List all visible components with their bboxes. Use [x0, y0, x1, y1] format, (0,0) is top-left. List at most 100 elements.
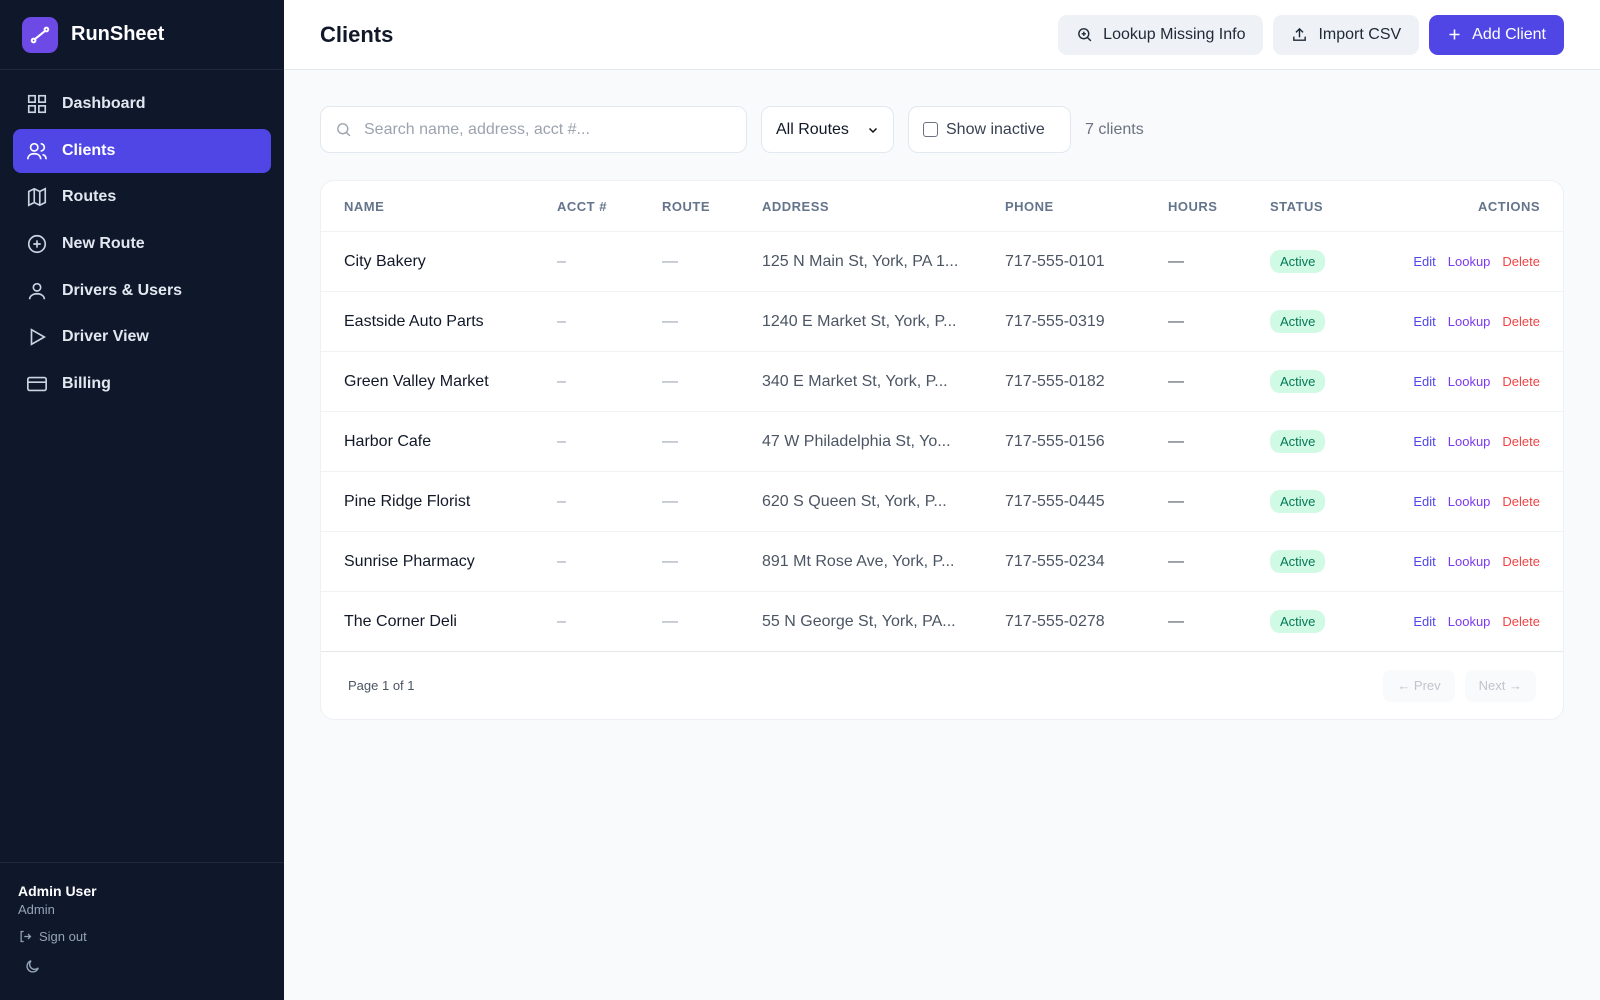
nav-label: Dashboard	[62, 95, 146, 112]
import-button[interactable]: Import CSV	[1273, 14, 1420, 55]
action-link[interactable]: Delete	[1502, 373, 1540, 389]
actions: Edit Lookup Delete	[1390, 313, 1563, 331]
table-cell: 717-555-0182	[1005, 372, 1105, 390]
table-cell: –	[557, 492, 566, 510]
nav-label: Driver View	[62, 328, 149, 346]
action-link[interactable]: Delete	[1502, 493, 1540, 509]
nav-label: Clients	[62, 141, 116, 159]
nav-icon	[27, 187, 47, 207]
table-row: Sunrise Pharmacy – — 891 Mt Rose Ave, York,…	[321, 531, 1563, 591]
table-cell: 125 N Main St, York, PA 1...	[762, 252, 959, 270]
prev-button[interactable]: ← Prev	[1383, 669, 1455, 702]
action-link[interactable]: Delete	[1502, 433, 1540, 449]
nav-item[interactable]: Billing	[13, 362, 271, 406]
nav-item[interactable]: Driver View	[13, 315, 271, 359]
nav-label: New Route	[62, 235, 145, 253]
header: Clients Lookup Missing Info Import CSV A…	[284, 0, 1600, 70]
table-cell: —	[662, 492, 678, 510]
action-link[interactable]: Edit	[1413, 433, 1436, 449]
theme-toggle[interactable]	[24, 958, 41, 975]
action-link[interactable]: Lookup	[1447, 253, 1491, 269]
actions: Edit Lookup Delete	[1390, 373, 1563, 391]
nav: Dashboard Clients Routes New Route Drivers &…	[0, 70, 284, 421]
table-cell: —	[1168, 612, 1184, 630]
status-badge: Active	[1270, 429, 1326, 453]
column-header: PHONE	[1005, 198, 1054, 214]
actions: Edit Lookup Delete	[1390, 433, 1563, 451]
nav-icon	[27, 376, 47, 392]
table-cell: 55 N George St, York, PA...	[762, 612, 956, 630]
table-cell: —	[1168, 552, 1184, 570]
table-cell: Active	[1270, 309, 1390, 333]
button-label: Import CSV	[1318, 25, 1402, 43]
table-cell: 717-555-0101	[1005, 252, 1105, 270]
sign-out[interactable]: Sign out	[18, 929, 266, 944]
action-link[interactable]: Edit	[1413, 493, 1436, 509]
user-panel: Admin User Admin Sign out	[0, 862, 284, 1000]
table-body: City Bakery – — 125 N Main St, York, PA 1..…	[321, 231, 1563, 651]
column-header: ACCT #	[557, 198, 607, 214]
action-link[interactable]: Delete	[1502, 613, 1540, 629]
nav-label: Drivers & Users	[62, 281, 183, 299]
action-link[interactable]: Edit	[1413, 553, 1436, 569]
nav-item[interactable]: New Route	[13, 222, 271, 266]
main: Clients Lookup Missing Info Import CSV A…	[284, 0, 1600, 1000]
action-link[interactable]: Lookup	[1447, 553, 1491, 569]
button-label: Lookup Missing Info	[1103, 25, 1246, 43]
actions: Edit Lookup Delete	[1390, 493, 1563, 511]
action-link[interactable]: Delete	[1502, 313, 1540, 329]
table-cell: City Bakery	[344, 252, 426, 270]
add-button[interactable]: Add Client	[1429, 14, 1564, 55]
table-cell: —	[662, 432, 678, 450]
filters: Search name, address, acct #... All Rout…	[320, 106, 1564, 153]
lookup-button[interactable]: Lookup Missing Info	[1058, 14, 1264, 55]
page-title: Clients	[320, 21, 394, 47]
route-select[interactable]: All Routes	[761, 106, 894, 153]
column-header: STATUS	[1270, 198, 1324, 214]
table-header: NAME ACCT # ROUTE ADDRESS PHONE HOURS STATUS AC…	[321, 181, 1563, 231]
column-header: HOURS	[1168, 198, 1218, 214]
nav-item[interactable]: Drivers & Users	[13, 269, 271, 313]
table-cell: Harbor Cafe	[344, 432, 432, 450]
action-link[interactable]: Edit	[1413, 373, 1436, 389]
table-cell: —	[1168, 432, 1184, 450]
brand: RunSheet	[0, 0, 284, 70]
client-count: 7 clients	[1085, 120, 1144, 138]
table-row: Eastside Auto Parts – — 1240 E Market St, Y…	[321, 291, 1563, 351]
table-cell: Active	[1270, 249, 1390, 273]
table-row: City Bakery – — 125 N Main St, York, PA 1..…	[321, 231, 1563, 291]
action-link[interactable]: Delete	[1502, 253, 1540, 269]
action-link[interactable]: Edit	[1413, 613, 1436, 629]
nav-item[interactable]: Dashboard	[13, 82, 271, 126]
table-cell: —	[662, 612, 678, 630]
nav-item[interactable]: Routes	[13, 175, 271, 219]
page-label: Page 1 of 1	[348, 678, 415, 693]
inactive-toggle[interactable]: Show inactive	[908, 106, 1071, 153]
action-link[interactable]: Delete	[1502, 553, 1540, 569]
pagination: Page 1 of 1 ← Prev Next →	[321, 651, 1563, 719]
table-cell: Sunrise Pharmacy	[344, 552, 475, 570]
user-name: Admin User	[18, 883, 97, 899]
action-link[interactable]: Edit	[1413, 253, 1436, 269]
next-button[interactable]: Next →	[1464, 669, 1536, 702]
table-cell: 717-555-0278	[1005, 612, 1105, 630]
table-cell: —	[662, 372, 678, 390]
action-link[interactable]: Lookup	[1447, 373, 1491, 389]
table-cell: –	[557, 372, 566, 390]
action-link[interactable]: Lookup	[1447, 313, 1491, 329]
action-link[interactable]: Lookup	[1447, 613, 1491, 629]
search-input[interactable]: Search name, address, acct #...	[320, 106, 747, 153]
table-cell: Active	[1270, 549, 1390, 573]
nav-item[interactable]: Clients	[13, 128, 271, 173]
select-label: All Routes	[776, 120, 849, 138]
checkbox[interactable]	[923, 122, 938, 137]
checkbox-label: Show inactive	[946, 120, 1045, 138]
action-link[interactable]: Lookup	[1447, 433, 1491, 449]
action-link[interactable]: Lookup	[1447, 493, 1491, 509]
action-link[interactable]: Edit	[1413, 313, 1436, 329]
table-cell: 717-555-0156	[1005, 432, 1105, 450]
actions: Edit Lookup Delete	[1390, 253, 1563, 271]
sign-out-label: Sign out	[39, 929, 87, 944]
table-cell: Active	[1270, 609, 1390, 633]
table-cell: Active	[1270, 369, 1390, 393]
